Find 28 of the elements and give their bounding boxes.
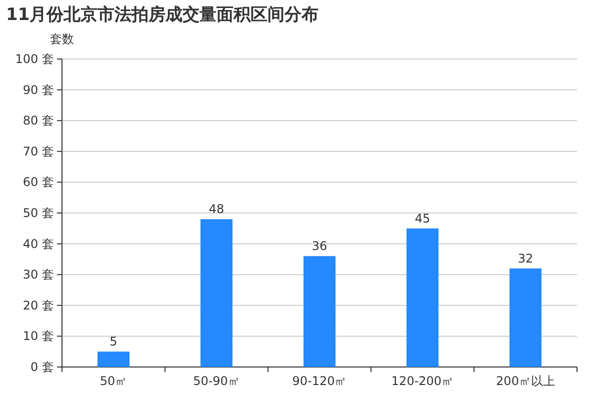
chart-title: 11月份北京市法拍房成交量面积区间分布 — [6, 5, 319, 25]
y-tick-label: 0 套 — [30, 360, 54, 374]
y-axis-title: 套数 — [50, 32, 74, 46]
y-tick-label: 50 套 — [22, 206, 54, 220]
y-tick-label: 10 套 — [22, 329, 54, 344]
y-tick-label: 60 套 — [22, 175, 54, 190]
data-label: 5 — [110, 334, 118, 349]
x-tick-label: 90-120㎡ — [292, 374, 347, 388]
bar — [98, 352, 130, 367]
bar — [200, 219, 232, 367]
y-tick-label: 100 套 — [15, 52, 54, 66]
y-tick-label: 70 套 — [22, 144, 54, 158]
data-label: 36 — [312, 239, 328, 254]
x-tick-label: 50㎡ — [100, 374, 128, 388]
bar — [406, 228, 438, 367]
y-tick-label: 30 套 — [22, 268, 54, 282]
y-tick-label: 80 套 — [22, 114, 54, 128]
data-label: 32 — [518, 251, 534, 266]
x-tick-label: 120-200㎡ — [391, 374, 454, 388]
y-tick-label: 20 套 — [22, 298, 54, 312]
bar — [304, 256, 336, 367]
x-tick-label: 50-90㎡ — [193, 374, 240, 388]
bar — [510, 268, 542, 367]
x-tick-label: 200㎡以上 — [496, 374, 555, 388]
data-label: 45 — [414, 211, 430, 226]
y-tick-label: 90 套 — [22, 82, 54, 97]
data-label: 48 — [208, 202, 224, 216]
y-tick-label: 40 套 — [22, 236, 54, 251]
